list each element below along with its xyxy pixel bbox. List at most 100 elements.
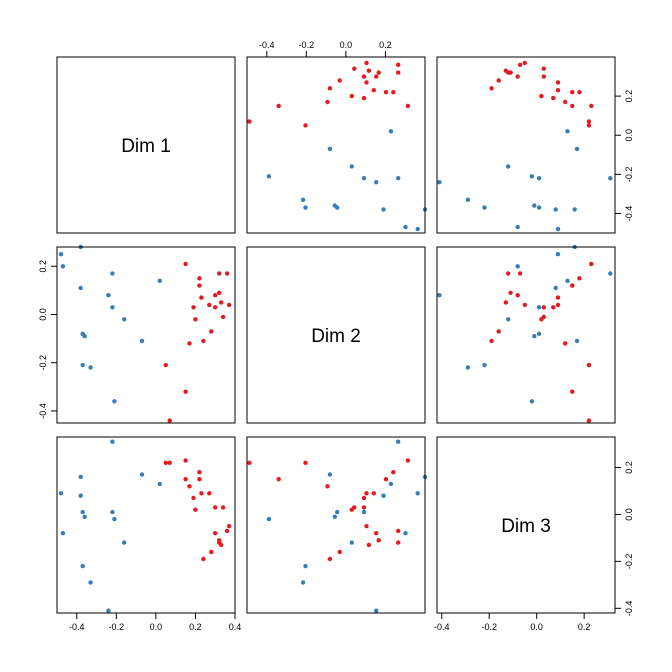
- point-blue: [112, 516, 117, 522]
- point-red: [541, 74, 546, 79]
- point-blue: [532, 334, 537, 339]
- point-blue: [565, 129, 570, 134]
- point-blue: [88, 580, 93, 585]
- point-blue: [106, 608, 111, 613]
- point-blue: [381, 493, 386, 498]
- point-blue: [80, 563, 85, 569]
- point-blue: [529, 399, 535, 404]
- point-blue: [437, 293, 442, 298]
- point-red: [405, 458, 411, 463]
- point-blue: [82, 334, 87, 339]
- point-red: [163, 460, 168, 465]
- tick-label: 0.2: [189, 622, 202, 632]
- panel-r2-c3: [436, 244, 616, 424]
- point-red: [207, 302, 212, 308]
- tick-label: -0.2: [481, 622, 497, 632]
- tick-label: -0.2: [624, 167, 634, 183]
- point-red: [541, 305, 546, 310]
- point-red: [226, 302, 232, 308]
- point-red: [586, 123, 592, 128]
- point-blue: [139, 338, 145, 344]
- point-blue: [106, 293, 111, 298]
- point-blue: [58, 252, 64, 257]
- point-red: [551, 95, 556, 101]
- point-blue: [361, 176, 367, 181]
- tick-label: -0.4: [69, 622, 85, 632]
- point-red: [541, 66, 546, 71]
- point-blue: [608, 271, 613, 276]
- point-blue: [80, 362, 85, 368]
- tick-label: -0.2: [299, 40, 315, 50]
- point-red: [352, 505, 357, 510]
- point-red: [219, 300, 224, 305]
- point-blue: [465, 197, 471, 202]
- point-red: [193, 507, 198, 512]
- point-blue: [536, 331, 542, 336]
- tick-label: -0.4: [38, 403, 48, 419]
- point-red: [183, 261, 188, 267]
- tick-label: 0.2: [624, 461, 634, 474]
- point-blue: [303, 563, 308, 569]
- diagonal-label: Dim 3: [501, 516, 551, 537]
- point-blue: [506, 164, 511, 169]
- point-red: [366, 542, 372, 548]
- point-red: [167, 460, 172, 465]
- point-blue: [78, 493, 83, 498]
- point-red: [224, 271, 230, 276]
- tick-label: 0.2: [578, 622, 591, 632]
- point-red: [219, 542, 224, 548]
- point-blue: [608, 176, 613, 181]
- point-blue: [532, 203, 537, 208]
- point-blue: [515, 264, 520, 269]
- point-red: [374, 74, 379, 79]
- point-blue: [374, 608, 379, 613]
- point-red: [396, 540, 401, 545]
- point-red: [276, 103, 281, 109]
- point-red: [361, 74, 367, 79]
- point-red: [213, 505, 218, 510]
- panel-border: [246, 436, 426, 614]
- point-red: [361, 495, 367, 501]
- panel-border: [56, 436, 236, 614]
- point-red: [555, 295, 561, 300]
- point-blue: [536, 205, 542, 210]
- point-blue: [574, 338, 580, 344]
- point-red: [366, 68, 372, 73]
- point-red: [183, 389, 188, 394]
- point-red: [226, 524, 232, 529]
- point-red: [337, 78, 342, 83]
- point-blue: [565, 278, 570, 283]
- point-blue: [266, 516, 272, 522]
- point-blue: [110, 271, 115, 276]
- diagonal-label: Dim 1: [121, 136, 171, 157]
- point-red: [517, 271, 523, 276]
- point-red: [163, 362, 168, 368]
- tick-label: 0.0: [530, 622, 543, 632]
- point-blue: [465, 365, 471, 370]
- point-blue: [536, 305, 542, 310]
- point-red: [197, 283, 202, 288]
- point-red: [555, 88, 561, 93]
- point-red: [337, 549, 342, 555]
- tick-label: 0.0: [340, 40, 353, 50]
- point-blue: [536, 176, 542, 181]
- panel-border: [246, 246, 426, 424]
- point-blue: [82, 514, 87, 519]
- point-blue: [553, 285, 558, 291]
- point-blue: [574, 146, 580, 152]
- point-blue: [88, 365, 93, 370]
- point-red: [201, 338, 206, 344]
- point-blue: [396, 176, 401, 181]
- point-blue: [515, 224, 520, 230]
- point-red: [193, 317, 198, 322]
- point-red: [586, 119, 592, 124]
- tick-label: 0.2: [38, 260, 48, 273]
- point-blue: [157, 481, 162, 487]
- point-red: [349, 93, 354, 99]
- point-red: [183, 477, 188, 482]
- point-red: [570, 103, 575, 109]
- point-red: [563, 99, 568, 105]
- tick-label: -0.2: [109, 622, 125, 632]
- point-red: [187, 484, 192, 489]
- tick-label: 0.0: [38, 308, 48, 321]
